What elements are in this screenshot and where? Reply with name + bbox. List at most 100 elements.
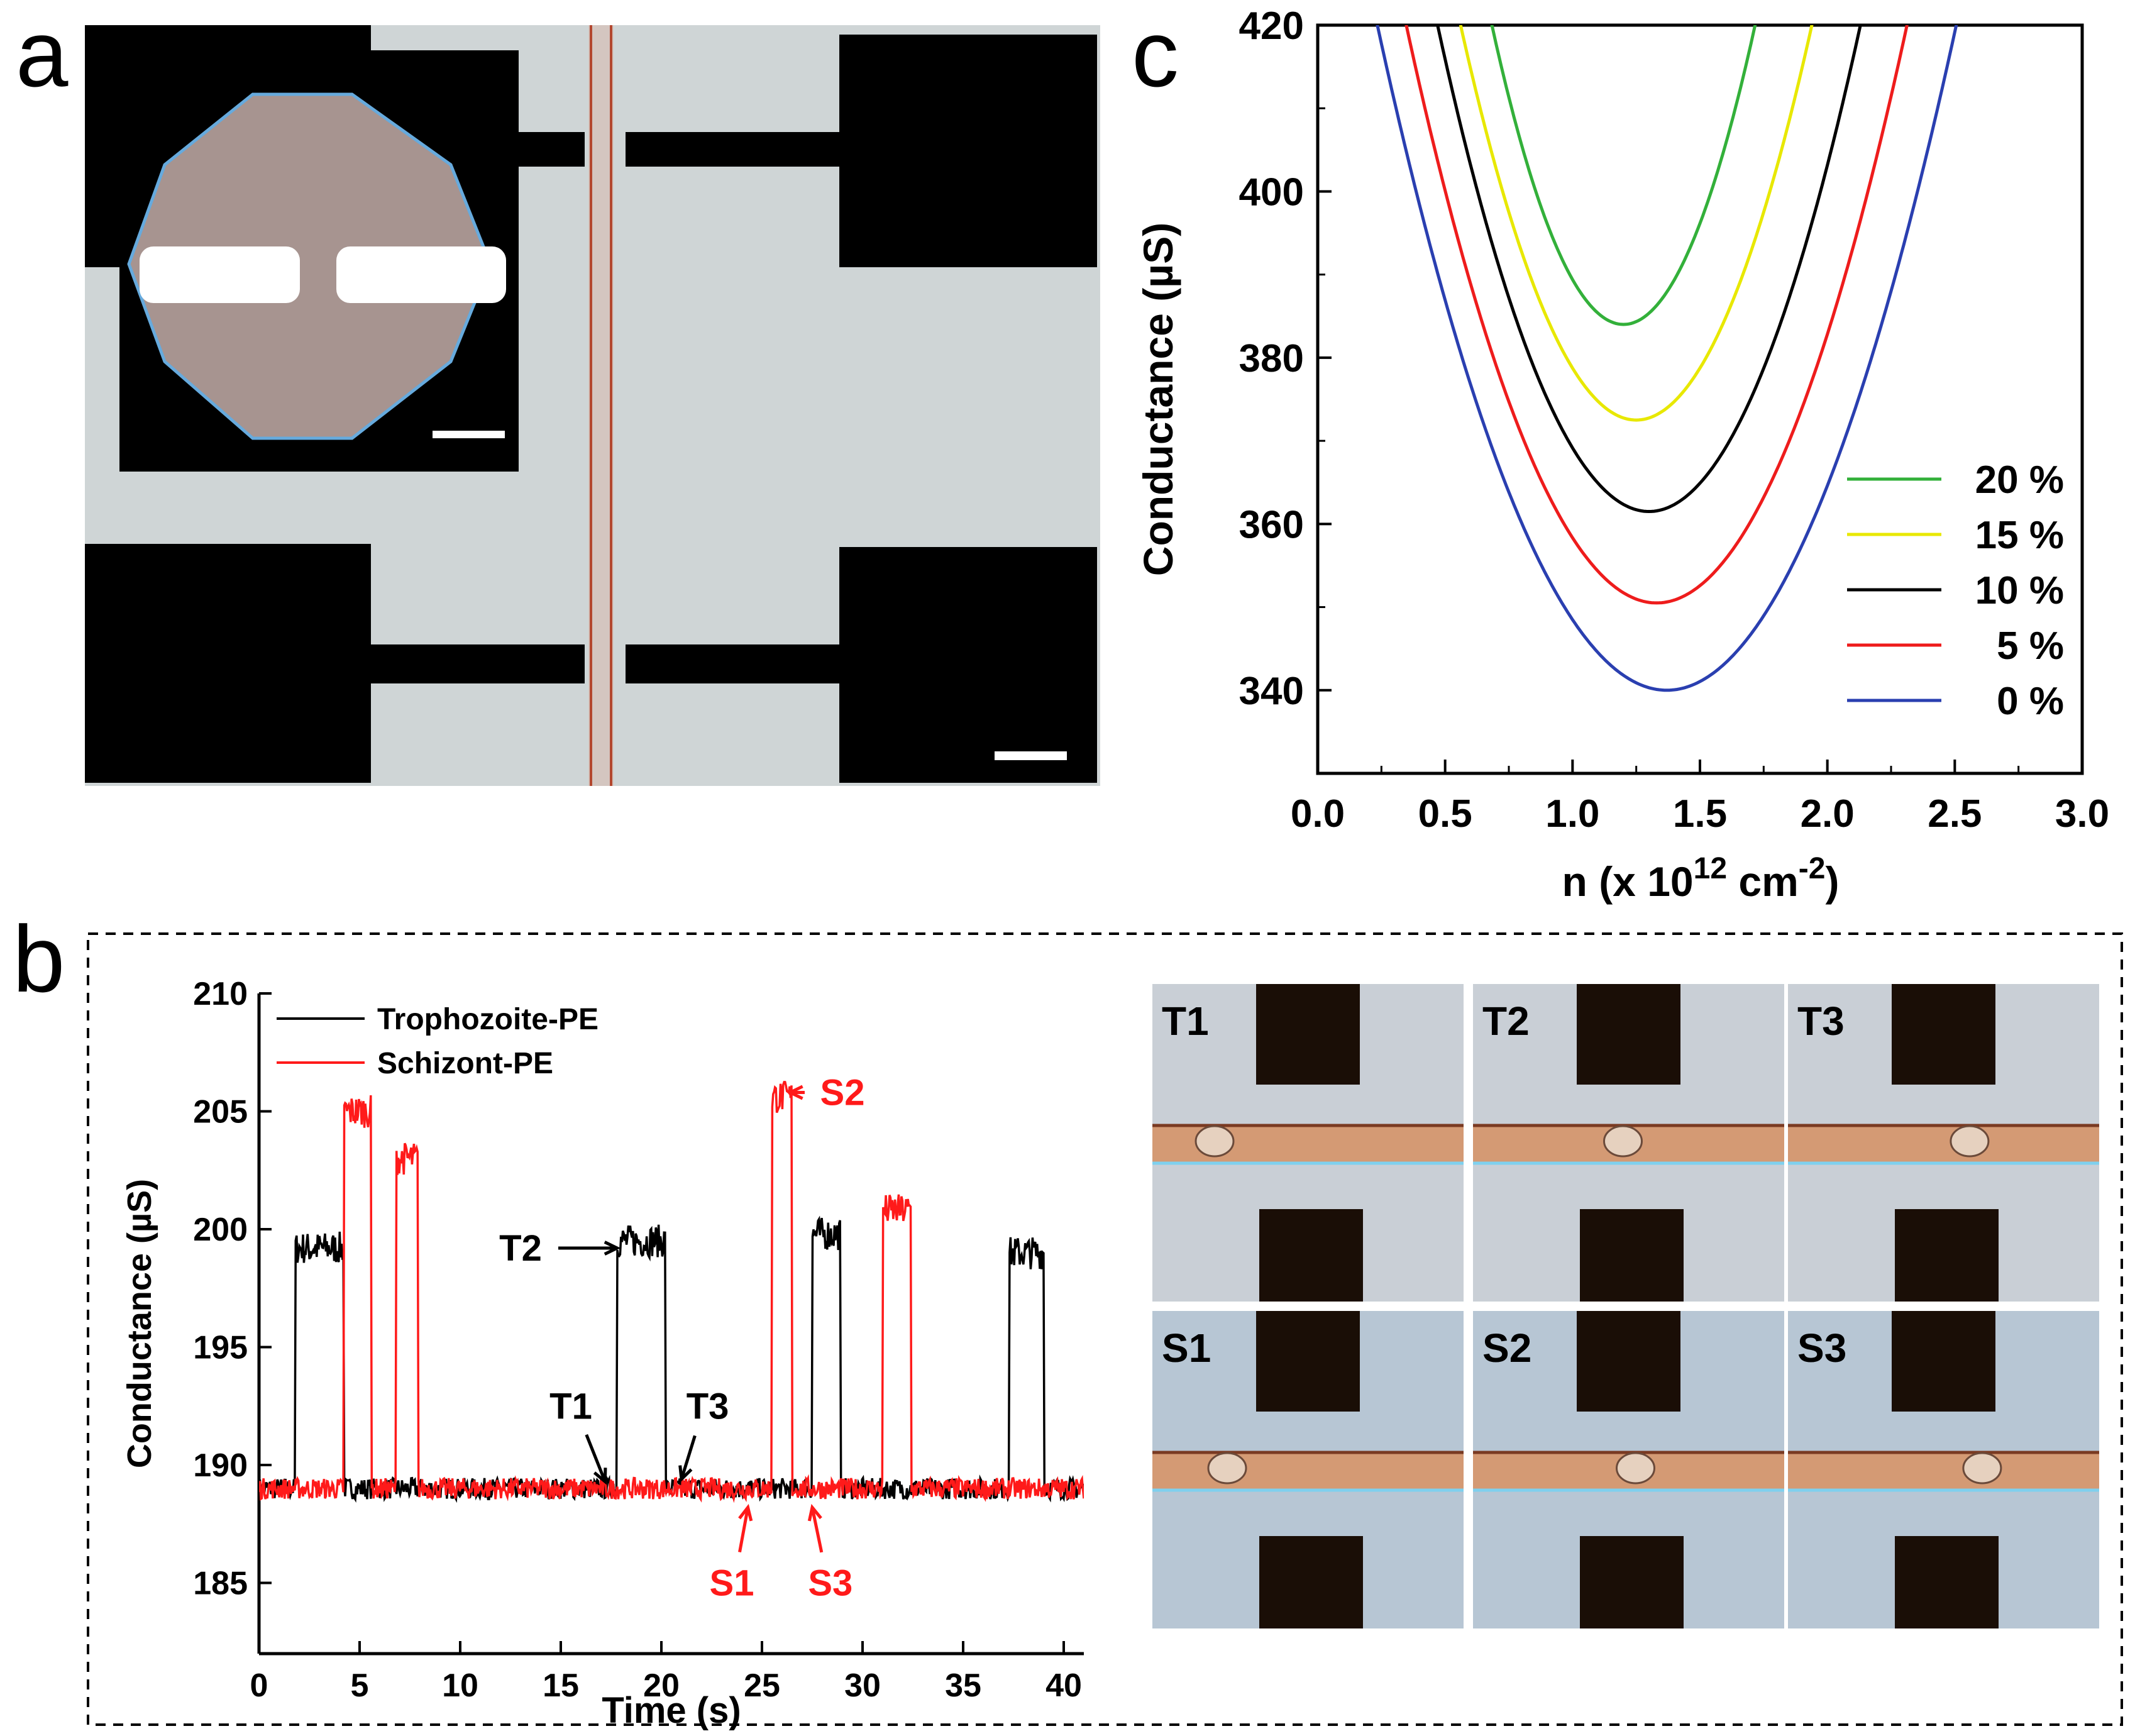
- tile-label-t2: T2: [1482, 998, 1530, 1044]
- tile-electrode-bottom: [1259, 1209, 1363, 1302]
- y-axis-label: Conductance (µS): [121, 1179, 158, 1468]
- legend-label: 0 %: [1997, 680, 2064, 723]
- panel-letter-b: b: [13, 906, 65, 1012]
- tile-electrode-top: [1577, 1311, 1680, 1412]
- panel-b-micrograph-tiles: [1152, 984, 2099, 1628]
- inset-scale-bar: [433, 431, 505, 438]
- tile-cell: [1950, 1125, 1990, 1158]
- tile-electrode-top: [1256, 1311, 1360, 1412]
- tile-label-t3: T3: [1797, 998, 1845, 1044]
- x-tick-label: 0: [250, 1667, 268, 1704]
- annotation-arrow: [585, 1434, 607, 1483]
- annotation-arrowhead: [593, 1468, 607, 1485]
- x-tick-label: 5: [351, 1667, 369, 1704]
- series-line-10pct: [1436, 25, 1862, 514]
- legend-label: 20 %: [1975, 458, 2064, 502]
- annotation-label: S2: [820, 1073, 865, 1114]
- annotation-arrowhead: [807, 1503, 822, 1522]
- x-tick-label: 0.0: [1291, 792, 1345, 836]
- series-line-5pct: [1404, 25, 1909, 605]
- panel-letter-a: a: [16, 1, 69, 106]
- annotation-arrow: [810, 1507, 824, 1553]
- panel-letter-c: c: [1132, 1, 1179, 106]
- tile-electrode-bottom: [1895, 1209, 1999, 1302]
- panel-a-micrograph: [85, 25, 1100, 786]
- legend-label: 5 %: [1997, 624, 2064, 668]
- x-tick-label: 1.5: [1673, 792, 1727, 836]
- panel-c-chart: 0.0 0.5 1.0 1.5 2.0 2.5 3.0 340 360 380 400 420 20 …: [1135, 4, 2110, 905]
- tile-electrode-top: [1256, 984, 1360, 1085]
- x-tick-label: 25: [744, 1667, 780, 1704]
- annotation-label: T2: [499, 1228, 542, 1269]
- tile-electrode-bottom: [1580, 1536, 1684, 1628]
- tile-channel: [1788, 1452, 2099, 1489]
- x-tick-label: 30: [844, 1667, 881, 1704]
- y-tick-label: 210: [193, 976, 248, 1012]
- legend-label: Trophozoite-PE: [377, 1003, 599, 1036]
- annotation-arrow: [680, 1435, 697, 1480]
- tile-electrode-top: [1892, 984, 1995, 1085]
- x-tick-label: 35: [945, 1667, 981, 1704]
- tile-cell: [1194, 1125, 1235, 1158]
- annotation-arrowhead: [738, 1503, 753, 1522]
- x-tick-label: 40: [1045, 1667, 1082, 1704]
- series-trace-schizont-pe: [259, 1080, 1084, 1503]
- x-tick-label: 3.0: [2055, 792, 2109, 836]
- x-tick-label: 0.5: [1418, 792, 1472, 836]
- tile-label-t1: T1: [1162, 998, 1209, 1044]
- legend-label: Schizont-PE: [377, 1047, 553, 1080]
- y-tick-label: 205: [193, 1094, 248, 1131]
- y-tick-label: 360: [1239, 503, 1304, 546]
- tile-label-s1: S1: [1162, 1325, 1211, 1371]
- annotation-arrowhead: [678, 1465, 693, 1483]
- annotation-label: S1: [710, 1563, 754, 1604]
- x-tick-label: 20: [643, 1667, 680, 1704]
- annotation-arrowhead: [786, 1085, 803, 1100]
- tile-channel: [1152, 1452, 1464, 1489]
- tile-electrode-top: [1892, 1311, 1995, 1412]
- channel-icon: [588, 25, 614, 786]
- x-axis-label: n (x 1012 cm-2): [1562, 852, 1840, 905]
- x-tick-label: 15: [543, 1667, 579, 1704]
- series-curves: [1376, 25, 1958, 692]
- tile-electrode-bottom: [1580, 1209, 1684, 1302]
- series-line-0pct: [1376, 25, 1958, 692]
- legend-label: 15 %: [1975, 514, 2064, 557]
- annotation-arrowhead: [604, 1241, 621, 1256]
- series-trace-trophozoite-pe: [259, 1215, 1084, 1503]
- annotations: T1 T2 T3 S1 S2 S3: [499, 1073, 864, 1604]
- x-tick-label: 10: [442, 1667, 478, 1704]
- x-tick-label: 2.5: [1928, 792, 1982, 836]
- y-tick-label: 190: [193, 1447, 248, 1484]
- tile-cell: [1207, 1452, 1247, 1484]
- y-axis-label: Conductance (µS): [1135, 223, 1181, 576]
- tile-cell: [1603, 1125, 1643, 1158]
- tile-channel: [1788, 1125, 2099, 1162]
- legend: Trophozoite-PE Schizont-PE: [277, 1003, 599, 1080]
- series-line-20pct: [1490, 25, 1757, 326]
- y-tick-label: 200: [193, 1212, 248, 1248]
- annotation-arrow: [738, 1507, 750, 1553]
- y-tick-label: 400: [1239, 170, 1304, 214]
- legend-label: 10 %: [1975, 569, 2064, 612]
- tile-label-s2: S2: [1482, 1325, 1532, 1371]
- scale-bar-icon: [995, 751, 1067, 760]
- tile-electrode-bottom: [1259, 1536, 1363, 1628]
- y-tick-label: 185: [193, 1566, 248, 1602]
- x-axis-label: Time (s): [602, 1690, 741, 1731]
- y-tick-label: 195: [193, 1330, 248, 1366]
- tile-electrode-top: [1577, 984, 1680, 1085]
- annotation-label: T1: [549, 1386, 592, 1427]
- y-tick-label: 420: [1239, 4, 1304, 48]
- panel-b-chart: 0 5 10 15 20 25 30 35 40 185 190 195 200 205 210 Troph…: [121, 976, 1084, 1731]
- annotation-label: T3: [687, 1386, 729, 1427]
- ticks: 0.0 0.5 1.0 1.5 2.0 2.5 3.0 340 360 380 400 420: [1239, 4, 2110, 836]
- series-traces: [259, 1080, 1084, 1503]
- ticks: 0 5 10 15 20 25 30 35 40 185 190 195 200 205 210: [193, 976, 1082, 1704]
- y-tick-label: 340: [1239, 670, 1304, 713]
- octagon-inset-icon: [119, 50, 519, 472]
- tile-electrode-bottom: [1895, 1536, 1999, 1628]
- y-tick-label: 380: [1239, 337, 1304, 380]
- series-line-15pct: [1459, 25, 1814, 422]
